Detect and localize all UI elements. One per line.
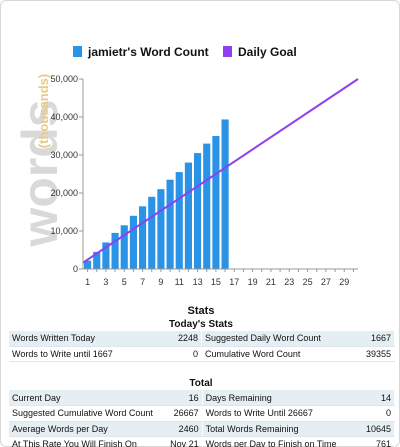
x-tick-label: 15: [211, 277, 221, 287]
word-count-bar: [194, 153, 202, 269]
word-count-bar: [129, 215, 137, 269]
stat-label: Words per Day to Finish on Time: [202, 436, 350, 447]
stat-row: Current Day 16 Days Remaining 14: [9, 390, 396, 407]
word-count-bar: [175, 172, 183, 269]
y-tick-label: 20,000: [50, 188, 78, 198]
stat-label: At This Rate You Will Finish On: [9, 436, 157, 447]
stat-value: 39355: [348, 346, 395, 363]
stat-value: 0: [349, 405, 396, 422]
word-count-bar: [84, 260, 92, 269]
x-tick-label: 19: [248, 277, 258, 287]
word-count-bar: [148, 196, 156, 269]
y-tick-label: 50,000: [50, 74, 78, 84]
stat-label: Words to Write Until 26667: [202, 405, 350, 422]
stat-value: 10645: [349, 421, 396, 437]
stats-section: Stats Today's Stats Words Written Today 2…: [1, 305, 400, 447]
stat-label: Words to Write until 1667: [9, 346, 156, 363]
legend-label-daily-goal: Daily Goal: [238, 45, 297, 59]
word-count-bar: [212, 136, 220, 269]
x-tick-label: 27: [321, 277, 331, 287]
stats-title: Stats: [187, 305, 215, 317]
stat-value: 26667: [156, 405, 203, 422]
total-stats-title: Total: [189, 378, 213, 390]
word-count-bar: [93, 251, 101, 269]
stat-value: 2248: [155, 331, 202, 347]
stat-row: At This Rate You Will Finish On Nov 21 Wor…: [9, 436, 396, 447]
stat-value: 2460: [156, 421, 203, 437]
stat-value: 0: [155, 346, 202, 363]
stat-row: Words to Write until 1667 0 Cumulative Wor…: [9, 346, 395, 363]
word-count-bar: [166, 179, 174, 269]
stat-label: Average Words per Day: [9, 421, 157, 437]
stat-label: Current Day: [9, 390, 157, 407]
x-tick-label: 7: [140, 277, 145, 287]
todays-stats-table: Words Written Today 2248 Suggested Daily W…: [9, 331, 395, 363]
stat-row: Words Written Today 2248 Suggested Daily W…: [9, 331, 395, 347]
stat-value: 14: [349, 390, 396, 407]
word-count-bar: [102, 242, 110, 269]
stat-label: Total Words Remaining: [202, 421, 350, 437]
todays-stats-title: Today's Stats: [169, 319, 233, 330]
stat-label: Suggested Cumulative Word Count: [9, 405, 157, 422]
word-count-bar: [184, 162, 192, 269]
x-tick-label: 21: [266, 277, 276, 287]
legend-label-word-count: jamietr's Word Count: [87, 45, 209, 59]
y-tick-label: 0: [73, 264, 78, 274]
stat-value: 761: [349, 436, 396, 447]
x-tick-label: 13: [193, 277, 203, 287]
word-count-chart: words(thousands) jamietr's Word Count Dail…: [12, 45, 359, 287]
word-count-bar: [157, 189, 165, 269]
x-tick-label: 5: [122, 277, 127, 287]
stat-value: 16: [156, 390, 203, 407]
word-count-bar: [120, 225, 128, 269]
y-tick-label: 10,000: [50, 226, 78, 236]
word-count-bar: [139, 206, 147, 269]
legend-swatch-word-count: [73, 46, 82, 57]
word-count-bar: [221, 119, 229, 270]
x-tick-label: 3: [103, 277, 108, 287]
x-tick-label: 29: [339, 277, 349, 287]
legend-swatch-daily-goal: [223, 46, 232, 57]
x-tick-label: 1: [85, 277, 90, 287]
x-tick-label: 25: [303, 277, 313, 287]
y-tick-label: 40,000: [50, 112, 78, 122]
stat-value: 1667: [348, 331, 395, 347]
x-tick-label: 23: [284, 277, 294, 287]
stat-label: Days Remaining: [202, 390, 350, 407]
stat-value: Nov 21: [156, 436, 203, 447]
y-tick-label: 30,000: [50, 150, 78, 160]
y-axis-unit-label: (thousands): [36, 74, 51, 148]
total-stats-table: Current Day 16 Days Remaining 14 Suggested C…: [9, 390, 396, 447]
stat-row: Suggested Cumulative Word Count 26667 Word…: [9, 405, 396, 422]
stat-row: Average Words per Day 2460 Total Words Rem…: [9, 421, 396, 437]
x-tick-label: 17: [229, 277, 239, 287]
stat-label: Words Written Today: [9, 331, 156, 347]
stat-label: Suggested Daily Word Count: [201, 331, 349, 347]
stat-label: Cumulative Word Count: [201, 346, 349, 363]
x-tick-label: 9: [158, 277, 163, 287]
word-count-bar: [111, 232, 119, 269]
y-axis-label: words: [12, 99, 68, 247]
x-tick-label: 11: [175, 277, 184, 287]
word-count-bar: [203, 143, 211, 269]
daily-goal-line: [82, 78, 359, 264]
